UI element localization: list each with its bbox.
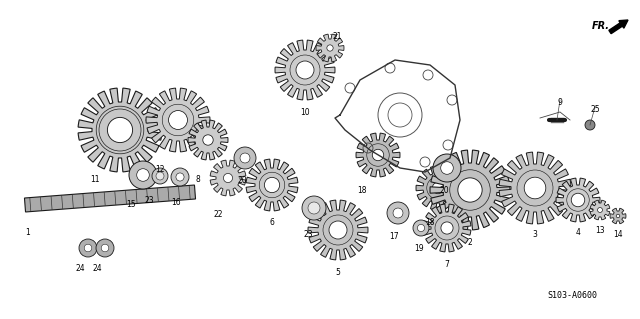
Polygon shape (590, 200, 610, 220)
Circle shape (433, 154, 461, 182)
Circle shape (223, 174, 232, 182)
Circle shape (137, 169, 149, 181)
Polygon shape (423, 204, 471, 252)
Text: 16: 16 (171, 198, 181, 207)
Circle shape (302, 196, 326, 220)
Circle shape (458, 178, 482, 202)
Circle shape (108, 117, 132, 143)
Polygon shape (499, 152, 571, 224)
Circle shape (572, 193, 585, 207)
Circle shape (432, 182, 444, 194)
Polygon shape (146, 88, 210, 152)
Polygon shape (356, 133, 400, 177)
Text: 24: 24 (92, 264, 102, 273)
Circle shape (296, 61, 314, 79)
Circle shape (264, 177, 280, 193)
Text: 8: 8 (196, 175, 200, 184)
Text: 22: 22 (213, 210, 223, 219)
Text: 24: 24 (75, 264, 85, 273)
Circle shape (372, 149, 384, 161)
Text: 2: 2 (468, 238, 472, 247)
Polygon shape (275, 40, 335, 100)
Polygon shape (24, 185, 196, 212)
Circle shape (441, 162, 453, 174)
Text: 4: 4 (575, 228, 580, 237)
Text: 9: 9 (557, 98, 563, 107)
Polygon shape (416, 166, 460, 210)
Circle shape (616, 214, 620, 218)
Polygon shape (78, 88, 162, 172)
Circle shape (96, 239, 114, 257)
Text: FR.: FR. (592, 21, 610, 31)
Text: 23: 23 (144, 196, 154, 205)
Circle shape (203, 135, 213, 145)
Circle shape (308, 202, 320, 214)
Text: 23: 23 (303, 230, 313, 239)
Text: 11: 11 (90, 175, 100, 184)
FancyArrow shape (609, 20, 628, 34)
Circle shape (176, 173, 184, 181)
Text: 20: 20 (439, 186, 449, 195)
Circle shape (387, 202, 409, 224)
Polygon shape (210, 160, 246, 196)
Circle shape (168, 111, 188, 130)
Circle shape (152, 168, 168, 184)
Circle shape (329, 221, 347, 239)
Circle shape (524, 177, 546, 199)
Text: 25: 25 (590, 105, 600, 114)
Circle shape (101, 244, 109, 252)
Text: 15: 15 (126, 200, 136, 209)
Circle shape (417, 224, 424, 232)
Text: 18: 18 (425, 218, 435, 227)
Text: 1: 1 (26, 228, 30, 237)
Circle shape (585, 120, 595, 130)
Text: 21: 21 (332, 32, 342, 41)
Text: 20: 20 (237, 176, 247, 185)
Polygon shape (610, 208, 626, 224)
Text: 5: 5 (335, 268, 340, 277)
Text: 13: 13 (595, 226, 605, 235)
Text: 19: 19 (414, 244, 424, 253)
Text: 14: 14 (613, 230, 623, 239)
Circle shape (598, 208, 602, 212)
Text: 17: 17 (389, 232, 399, 241)
Circle shape (327, 45, 333, 51)
Circle shape (129, 161, 157, 189)
Circle shape (171, 168, 189, 186)
Circle shape (234, 147, 256, 169)
Circle shape (240, 153, 250, 163)
Circle shape (441, 222, 453, 234)
Text: 18: 18 (357, 186, 367, 195)
Polygon shape (308, 200, 368, 260)
Text: 6: 6 (269, 218, 275, 227)
Circle shape (84, 244, 92, 252)
Polygon shape (246, 159, 298, 211)
Polygon shape (430, 150, 510, 230)
Polygon shape (188, 120, 228, 160)
Text: 7: 7 (445, 260, 449, 269)
Text: 10: 10 (300, 108, 310, 117)
Polygon shape (556, 178, 600, 222)
Polygon shape (316, 34, 344, 62)
Circle shape (393, 208, 403, 218)
Circle shape (413, 220, 429, 236)
Text: S103-A0600: S103-A0600 (547, 291, 597, 300)
Text: 3: 3 (532, 230, 538, 239)
Text: 12: 12 (156, 165, 164, 174)
Circle shape (156, 172, 164, 180)
Circle shape (79, 239, 97, 257)
